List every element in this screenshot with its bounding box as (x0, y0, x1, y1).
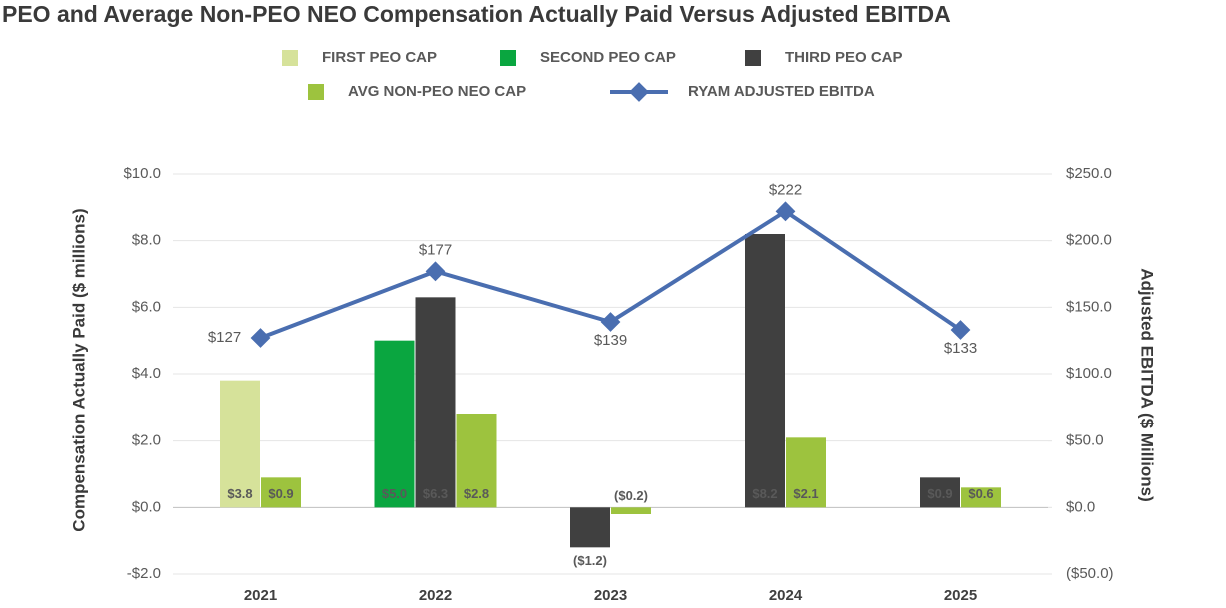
y2-tick-label: $200.0 (1066, 232, 1112, 249)
legend-swatch (282, 50, 298, 66)
line-value-label: $133 (944, 340, 977, 357)
bar (745, 234, 785, 508)
line-value-label: $127 (208, 329, 241, 346)
line-value-label: $177 (419, 241, 452, 258)
legend-swatch (745, 50, 761, 66)
y2-tick-label: $150.0 (1066, 298, 1112, 315)
legend-swatch (308, 84, 324, 100)
line-marker (250, 328, 271, 348)
legend-label: THIRD PEO CAP (785, 49, 903, 66)
legend-marker (629, 82, 649, 102)
bar-value-label: $5.0 (382, 486, 407, 501)
legend-label: SECOND PEO CAP (540, 49, 676, 66)
bar-value-label: $3.8 (227, 486, 252, 501)
x-tick-label: 2023 (594, 587, 627, 604)
line-value-label: $222 (769, 181, 802, 198)
y-axis-title: Compensation Actually Paid ($ millions) (69, 208, 88, 531)
x-tick-label: 2022 (419, 587, 452, 604)
y2-tick-label: ($50.0) (1066, 565, 1114, 582)
bar (374, 340, 415, 508)
line-marker (950, 320, 971, 340)
y2-tick-label: $100.0 (1066, 365, 1112, 382)
line-marker (600, 312, 621, 332)
bar-value-label: ($0.2) (614, 488, 648, 503)
bar-value-label: $2.1 (793, 486, 818, 501)
y2-tick-label: $0.0 (1066, 498, 1095, 515)
bar-value-label: $0.9 (927, 486, 952, 501)
legend-label: RYAM ADJUSTED EBITDA (688, 83, 875, 100)
bar (570, 507, 610, 548)
bar-value-label: $0.9 (268, 486, 293, 501)
x-tick-label: 2024 (769, 587, 803, 604)
y-tick-label: $0.0 (132, 498, 161, 515)
x-tick-label: 2021 (244, 587, 277, 604)
y2-axis-title: Adjusted EBITDA ($ Millions) (1138, 268, 1157, 502)
y2-tick-label: $250.0 (1066, 165, 1112, 182)
x-tick-label: 2025 (944, 587, 977, 604)
bar (261, 477, 301, 508)
y2-tick-label: $50.0 (1066, 432, 1104, 449)
legend-swatch (500, 50, 516, 66)
bar (220, 380, 260, 508)
y-tick-label: $8.0 (132, 232, 161, 249)
y-tick-label: -$2.0 (127, 565, 161, 582)
bar-value-label: ($1.2) (573, 553, 607, 568)
bar-value-label: $0.6 (968, 486, 993, 501)
legend-label: FIRST PEO CAP (322, 49, 437, 66)
y-tick-label: $4.0 (132, 365, 161, 382)
y-tick-label: $6.0 (132, 298, 161, 315)
bar (415, 297, 456, 508)
chart-title: PEO and Average Non-PEO NEO Compensation… (2, 1, 951, 27)
y-tick-label: $10.0 (123, 165, 161, 182)
bar-value-label: $6.3 (423, 486, 448, 501)
y-tick-label: $2.0 (132, 432, 161, 449)
bar (920, 477, 960, 508)
line-value-label: $139 (594, 332, 627, 349)
bar-value-label: $8.2 (752, 486, 777, 501)
line-marker (425, 261, 446, 282)
bar-value-label: $2.8 (464, 486, 489, 501)
legend-label: AVG NON-PEO NEO CAP (348, 83, 526, 100)
bar (961, 487, 1001, 508)
bar (456, 414, 497, 508)
bar (611, 507, 651, 514)
bar (786, 437, 826, 508)
